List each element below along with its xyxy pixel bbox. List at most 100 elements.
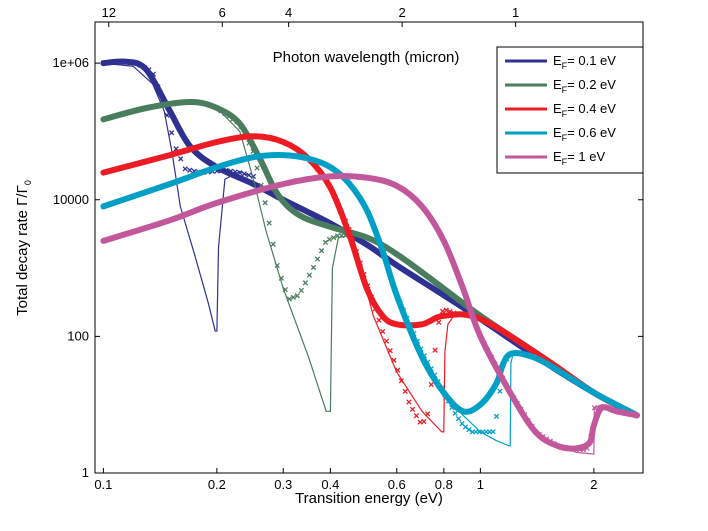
legend-subscript: F bbox=[562, 109, 568, 119]
x-tick-label: 1 bbox=[477, 477, 484, 492]
series-2-thick-curve bbox=[100, 133, 640, 419]
series-1-marker bbox=[290, 294, 296, 301]
x-tick-label: 0.6 bbox=[388, 477, 406, 492]
series-0-marker bbox=[187, 167, 193, 173]
series-1-marker bbox=[338, 232, 345, 239]
series-1-marker bbox=[294, 293, 300, 299]
x-tick-label: 0.3 bbox=[274, 477, 292, 492]
series-2-marker bbox=[432, 347, 438, 353]
series-1-marker bbox=[254, 165, 260, 171]
legend-subscript: F bbox=[562, 61, 568, 71]
series-2-marker bbox=[424, 411, 431, 417]
series-4 bbox=[100, 172, 640, 455]
legend-entry: EF= 0.4 eV bbox=[553, 101, 616, 119]
legend-label: = 1 eV bbox=[567, 149, 605, 164]
series-2-marker bbox=[428, 381, 434, 388]
series-3-thin-line bbox=[396, 294, 524, 447]
series-2-marker bbox=[406, 399, 412, 405]
series-1-marker bbox=[310, 264, 317, 271]
series-2-marker bbox=[436, 319, 442, 326]
legend-subscript: F bbox=[562, 157, 568, 167]
legend-prefix: E bbox=[553, 149, 562, 164]
legend-prefix: E bbox=[553, 53, 562, 68]
y-tick-label: 1e+06 bbox=[52, 55, 89, 70]
series-2-marker bbox=[376, 317, 382, 323]
legend-subscript: F bbox=[562, 133, 568, 143]
y-axis-title-main: Total decay rate Γ/Γ bbox=[14, 185, 31, 316]
series-2-marker bbox=[380, 328, 386, 335]
top-tick-label: 2 bbox=[399, 5, 406, 20]
series-1-marker bbox=[278, 275, 284, 281]
series-1-marker bbox=[286, 296, 292, 302]
plot-frame bbox=[94, 21, 644, 474]
legend-label: = 0.4 eV bbox=[567, 101, 616, 116]
legend-entry: EF= 0.6 eV bbox=[553, 125, 616, 143]
legend-prefix: E bbox=[553, 101, 562, 116]
series-0-marker bbox=[241, 171, 247, 177]
x-tick-label: 0.1 bbox=[94, 477, 112, 492]
y-tick-label: 1 bbox=[82, 465, 89, 480]
legend-label: = 0.2 eV bbox=[567, 77, 616, 92]
series-2-marker bbox=[402, 388, 408, 395]
series-0-marker bbox=[182, 166, 188, 172]
series-2-marker bbox=[383, 338, 390, 344]
y-axis-title: Total decay rate Γ/Γ0 bbox=[14, 180, 33, 316]
series-2-marker bbox=[398, 378, 405, 384]
series-0-marker bbox=[237, 169, 243, 176]
x-tick-label: 0.4 bbox=[321, 477, 339, 492]
series-2-marker bbox=[421, 418, 427, 425]
legend-label: = 0.6 eV bbox=[567, 125, 616, 140]
series-2-marker bbox=[395, 367, 401, 373]
y-tick-label: 100 bbox=[67, 328, 89, 343]
series-1-marker bbox=[266, 220, 272, 226]
series-2-marker bbox=[413, 413, 420, 419]
series-1-marker bbox=[306, 272, 313, 278]
x-axis-title: Transition energy (eV) bbox=[295, 490, 443, 507]
top-tick-label: 12 bbox=[101, 5, 115, 20]
legend-entry: EF= 1 eV bbox=[553, 149, 605, 167]
top-tick-label: 1 bbox=[512, 5, 519, 20]
series-1-marker bbox=[302, 280, 309, 286]
series-3-thick-curve bbox=[100, 152, 640, 419]
series-0-marker bbox=[246, 172, 252, 178]
series-1-marker bbox=[318, 248, 325, 254]
series-2-marker bbox=[391, 357, 397, 363]
series-2-marker bbox=[443, 307, 449, 313]
series-1-marker bbox=[282, 286, 288, 293]
series-2 bbox=[100, 133, 640, 433]
series-2-marker bbox=[387, 348, 393, 354]
series-3-marker bbox=[452, 410, 458, 417]
y-tick-label: 10000 bbox=[53, 192, 89, 207]
series-1-marker bbox=[270, 241, 276, 247]
series-1-marker bbox=[322, 239, 329, 246]
series-0-marker bbox=[168, 130, 175, 136]
series-3-marker bbox=[466, 426, 472, 433]
series-1-marker bbox=[274, 262, 280, 269]
series-1-marker bbox=[298, 287, 305, 294]
series-1-thin-line bbox=[216, 107, 350, 412]
legend-entry: EF= 0.1 eV bbox=[553, 53, 616, 71]
x-tick-label: 0.8 bbox=[435, 477, 453, 492]
series-1-marker bbox=[330, 234, 337, 241]
legend-prefix: E bbox=[553, 125, 562, 140]
legend-entry: EF= 0.2 eV bbox=[553, 77, 616, 95]
series-3-marker bbox=[455, 415, 462, 422]
series-1-marker bbox=[262, 200, 268, 206]
series-1-marker bbox=[314, 256, 321, 262]
series-3 bbox=[100, 152, 640, 447]
y-axis-title-subscript: 0 bbox=[23, 180, 33, 185]
top-tick-label: 4 bbox=[285, 5, 292, 20]
series-0-marker bbox=[178, 156, 184, 162]
x-tick-label: 0.2 bbox=[208, 477, 226, 492]
legend-prefix: E bbox=[553, 77, 562, 92]
x-tick-label: 2 bbox=[590, 477, 597, 492]
legend-subscript: F bbox=[562, 85, 568, 95]
legend-label: = 0.1 eV bbox=[567, 53, 616, 68]
series-3-marker bbox=[490, 429, 496, 435]
series-3-marker bbox=[497, 388, 503, 394]
series-1-marker bbox=[326, 236, 333, 243]
top-axis-title: Photon wavelength (micron) bbox=[273, 49, 460, 66]
